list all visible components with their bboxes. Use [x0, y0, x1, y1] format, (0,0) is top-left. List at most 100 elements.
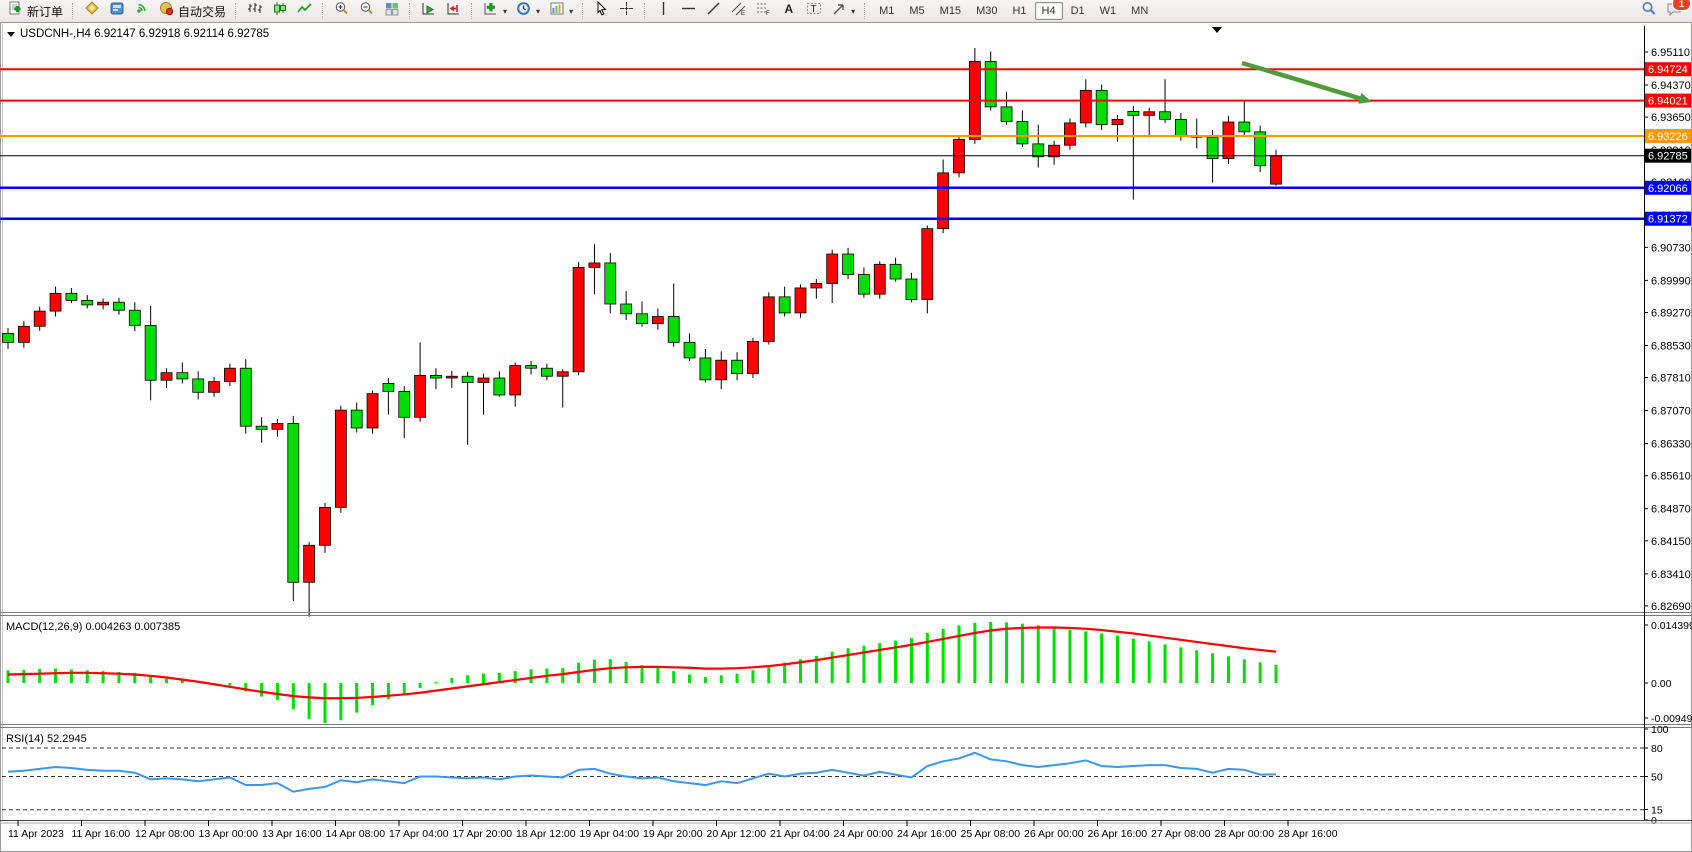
rsi-axis-label: 50 [1651, 772, 1663, 784]
chevron-down-icon[interactable]: ▾ [503, 6, 508, 16]
candle-body [81, 300, 94, 306]
crosshair-button[interactable] [615, 0, 639, 22]
symbol-dropdown-icon[interactable] [7, 32, 15, 37]
candle-body [192, 378, 205, 393]
tile-windows-button[interactable] [380, 0, 404, 22]
arrow-head [1358, 92, 1372, 104]
time-tick-label: 28 Apr 16:00 [1278, 828, 1338, 840]
candle-body [572, 267, 585, 373]
signal-button[interactable] [130, 0, 154, 22]
chevron-down-icon[interactable]: ▾ [569, 6, 574, 16]
shapes-button[interactable]: ▾ [827, 0, 859, 22]
candle-body [17, 325, 30, 343]
search-button[interactable] [1637, 0, 1661, 22]
time-tick-label: 25 Apr 08:00 [961, 828, 1021, 840]
candles [2, 47, 1282, 617]
price-badge [1645, 180, 1691, 195]
candle-body [1064, 122, 1076, 146]
templates-button[interactable]: ▾ [545, 0, 577, 22]
timeframe-m30-button[interactable]: M30 [976, 5, 998, 17]
timeframe-mn-button[interactable]: MN [1131, 5, 1149, 17]
candle-body [651, 316, 664, 325]
chart-title: USDCNH-,H4 6.92147 6.92918 6.92114 6.927… [20, 28, 269, 40]
tile-windows-icon [384, 1, 400, 21]
arrow-annotation[interactable] [1241, 60, 1372, 104]
community-chat-button[interactable]: 1 [1662, 0, 1691, 22]
candle-body [255, 425, 268, 430]
chevron-down-icon[interactable]: ▾ [851, 6, 856, 16]
price-axis[interactable]: 6.951106.943706.936506.929106.921906.914… [1644, 26, 1692, 827]
candle-body [842, 253, 854, 275]
time-tick-label: 13 Apr 00:00 [199, 828, 259, 840]
candle-body [1143, 111, 1156, 116]
zoom-in-button[interactable] [330, 0, 354, 22]
chevron-down-icon[interactable]: ▾ [536, 6, 541, 16]
chart-area[interactable]: 6.951106.943706.936506.929106.921906.914… [0, 22, 1692, 852]
price-tick-label: 6.93650 [1651, 112, 1691, 124]
chart-shift-button[interactable] [442, 0, 466, 22]
candle-body [319, 506, 331, 546]
candle-body [97, 301, 109, 306]
periods-button[interactable]: ▾ [512, 0, 544, 22]
timeframe-h4-button[interactable]: H4 [1034, 2, 1063, 20]
timeframe-m5-button[interactable]: M5 [909, 5, 925, 17]
vertical-line-button[interactable] [652, 0, 676, 22]
cursor-button[interactable] [590, 0, 614, 22]
toolbar-separator [72, 3, 75, 19]
candle-body [588, 262, 601, 268]
channel-button[interactable]: E [727, 0, 751, 22]
candle-body [271, 423, 284, 430]
autotrading-button[interactable]: 自动交易 [155, 0, 230, 22]
candle-body [1016, 121, 1029, 145]
metaeditor-button[interactable] [80, 0, 104, 22]
macd-axis-label: 0.014399 [1651, 620, 1692, 632]
rsi-pane [2, 747, 1644, 811]
search-icon [1641, 1, 1657, 21]
price-tick-label: 6.86330 [1651, 439, 1691, 451]
bars-chart-button[interactable] [243, 0, 267, 22]
new-order-icon [8, 1, 24, 21]
rsi-axis-label: 80 [1651, 743, 1663, 755]
candle-body [160, 372, 173, 381]
line-chart-button[interactable] [293, 0, 317, 22]
autotrading-icon [159, 1, 175, 21]
new-order-button[interactable]: 新订单 [4, 0, 67, 22]
candle-body [1048, 144, 1060, 158]
zoom-out-button[interactable] [355, 0, 379, 22]
text-label-button[interactable]: T [802, 0, 826, 22]
candle-body [33, 310, 46, 327]
timeframe-d1-button[interactable]: D1 [1070, 5, 1085, 17]
horizontal-line-button[interactable] [677, 0, 701, 22]
candle-body [636, 313, 648, 325]
candle-body [747, 341, 759, 374]
indicators-button[interactable]: ▾ [479, 0, 511, 22]
fibonacci-button[interactable]: F [752, 0, 776, 22]
horizontal-line-icon [681, 1, 697, 21]
price-tick-label: 6.88530 [1651, 340, 1691, 352]
candle-body [699, 357, 712, 381]
terminal-button[interactable] [105, 0, 129, 22]
chart-shift-marker[interactable] [1212, 27, 1222, 33]
candle-body [366, 393, 379, 429]
timeframe-m1-button[interactable]: M1 [879, 5, 895, 17]
trendline-button[interactable] [702, 0, 726, 22]
text-button[interactable]: A [777, 0, 801, 22]
candle-body [1270, 155, 1282, 185]
auto-scroll-button[interactable] [417, 0, 441, 22]
candle-body [493, 377, 506, 396]
time-tick-label: 26 Apr 00:00 [1024, 828, 1084, 840]
candle-body [176, 372, 189, 380]
price-tick-label: 6.90730 [1651, 242, 1691, 254]
cursor-icon [594, 0, 610, 21]
toolbar-separator [864, 3, 867, 19]
candle-body [556, 371, 569, 377]
candle-body [620, 303, 633, 315]
candle-chart-button[interactable] [268, 0, 292, 22]
timeframe-w1-button[interactable]: W1 [1099, 5, 1117, 17]
time-tick-label: 11 Apr 16:00 [72, 828, 131, 840]
time-axis[interactable]: 11 Apr 2023 11 Apr 16:00 12 Apr 08:00 13 Ap… [0, 820, 1692, 840]
candle-body [604, 262, 617, 305]
timeframe-h1-button[interactable]: H1 [1012, 5, 1027, 17]
time-tick-label: 26 Apr 16:00 [1088, 828, 1148, 840]
timeframe-m15-button[interactable]: M15 [939, 5, 962, 17]
